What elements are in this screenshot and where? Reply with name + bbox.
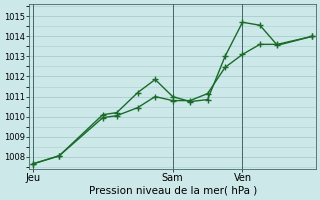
X-axis label: Pression niveau de la mer( hPa ): Pression niveau de la mer( hPa ): [89, 186, 257, 196]
